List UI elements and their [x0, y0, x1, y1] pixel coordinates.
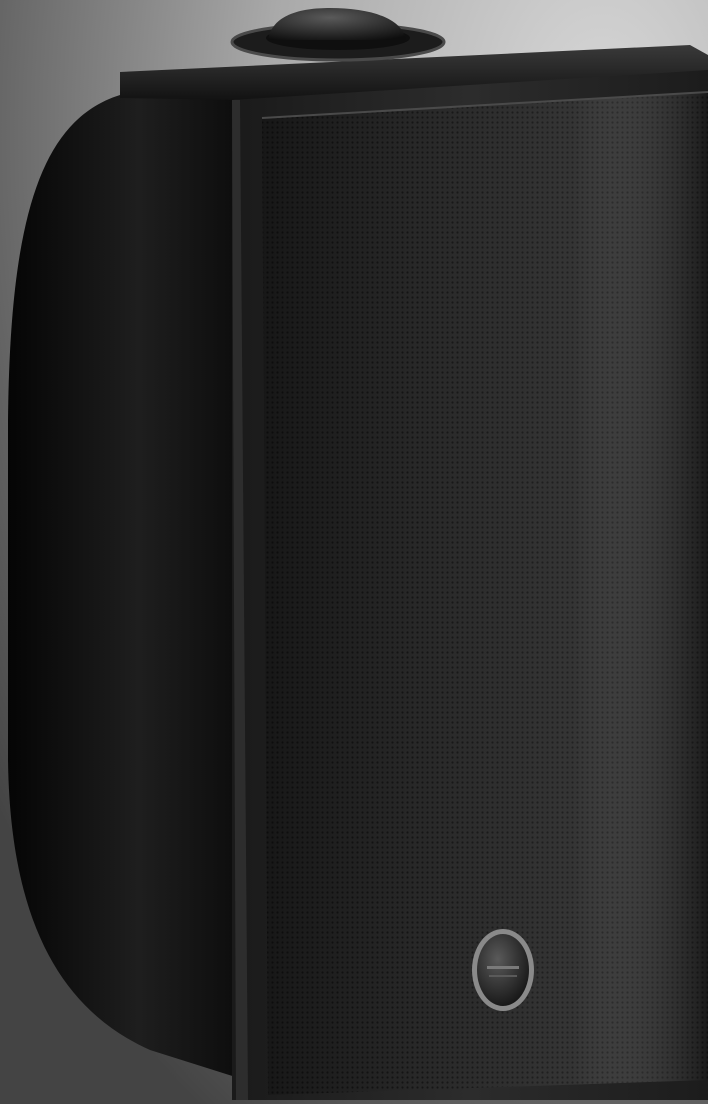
frame-edge-highlight — [232, 100, 248, 1100]
logo-badge — [472, 929, 534, 1011]
cabinet-side — [8, 95, 245, 1080]
cabinet-top — [120, 45, 708, 100]
mounting-knob — [230, 8, 446, 62]
grille-shading — [262, 92, 708, 1095]
grille-bevel — [261, 91, 708, 119]
